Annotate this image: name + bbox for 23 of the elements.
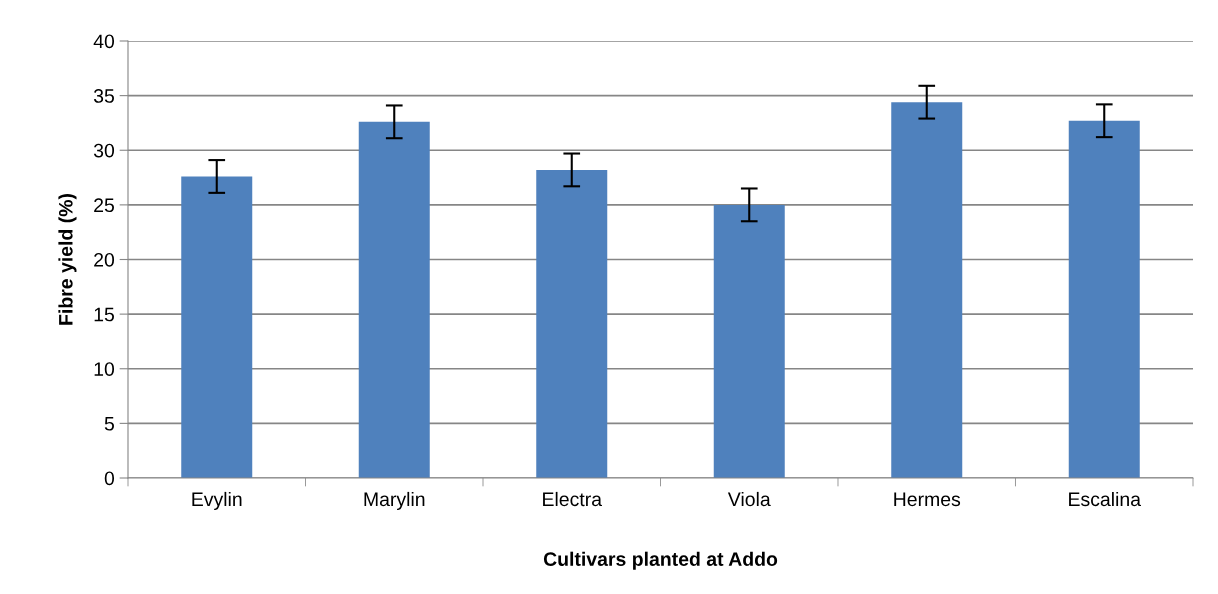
y-tick-label: 5 — [104, 417, 114, 431]
bar — [358, 121, 430, 478]
y-tick-label: 25 — [94, 198, 114, 213]
y-tick-label: 10 — [94, 362, 115, 376]
y-axis-title: Fibre yield (%) — [58, 194, 77, 325]
x-tick-label: Electra — [543, 491, 603, 507]
y-tick-label: 30 — [93, 143, 115, 158]
x-axis-title: Cultivars planted at Addo — [543, 551, 778, 570]
y-tick-label: 35 — [93, 89, 114, 103]
x-tick-label: Viola — [727, 491, 771, 507]
x-tick-label: Hermes — [894, 492, 961, 507]
bar — [1068, 120, 1140, 478]
y-tick-label: 0 — [104, 471, 115, 486]
bar — [891, 102, 963, 478]
bar — [536, 169, 608, 478]
bar — [713, 204, 785, 478]
y-tick-label: 40 — [93, 34, 115, 49]
bar — [181, 176, 253, 478]
x-tick-label: Marylin — [364, 491, 425, 511]
x-tick-label: Escalina — [1069, 491, 1141, 507]
y-tick-label: 15 — [94, 307, 114, 322]
x-tick-label: Evylin — [192, 491, 242, 511]
y-tick-label: 20 — [94, 252, 115, 267]
